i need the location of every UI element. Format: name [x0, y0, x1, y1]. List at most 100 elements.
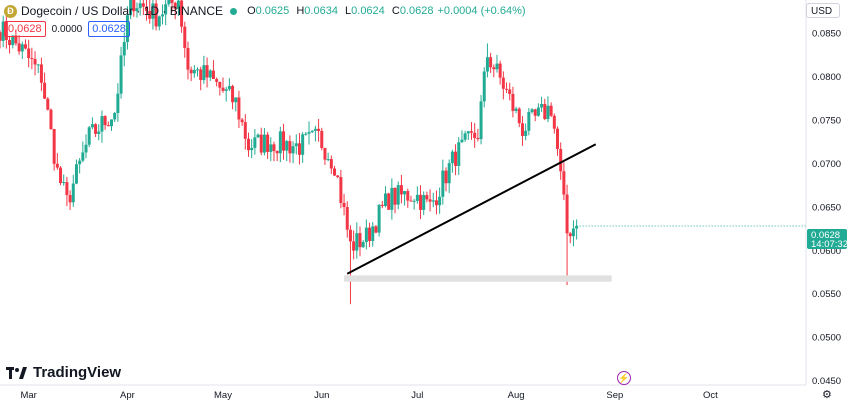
candle-body: [565, 194, 569, 234]
symbol-title[interactable]: Dogecoin / US Dollar · 1D · BINANCE: [21, 4, 224, 18]
candle: [237, 90, 241, 128]
candle: [352, 230, 356, 260]
candle-body: [71, 183, 75, 203]
gear-icon[interactable]: ⚙: [822, 389, 832, 401]
buy-price-button[interactable]: 0.0628: [88, 21, 130, 37]
price-axis[interactable]: 0.0850 0.0800 0.0750 0.0700 0.0650 0.0600 0.05…: [812, 29, 841, 388]
candle-body: [160, 14, 164, 17]
candle: [323, 147, 327, 165]
time-tick-label: Mar: [20, 390, 36, 401]
candle-body: [333, 168, 337, 176]
candle-body: [27, 48, 31, 59]
candle: [218, 81, 222, 96]
candle: [129, 0, 133, 20]
candle-body: [269, 144, 273, 152]
candle: [438, 187, 442, 214]
candle-body: [106, 125, 110, 127]
candle: [68, 190, 72, 210]
candle-body: [278, 131, 282, 154]
candle-body: [288, 141, 292, 154]
candle-body: [482, 71, 486, 102]
candle: [310, 130, 314, 134]
candle-body: [103, 116, 107, 126]
candle-body: [511, 93, 515, 111]
candle-body: [1, 21, 5, 41]
candle-body: [454, 151, 458, 166]
candle-body: [87, 127, 91, 145]
candle-body: [33, 58, 37, 65]
candle: [170, 0, 174, 12]
candle: [364, 219, 368, 250]
lightning-icon[interactable]: ⚡: [617, 371, 631, 385]
candle-body: [323, 147, 327, 160]
candle-body: [431, 200, 435, 202]
candle: [253, 129, 257, 155]
candle: [59, 166, 63, 186]
candle: [173, 1, 177, 20]
candle: [39, 57, 43, 91]
candle-body: [148, 11, 152, 19]
candle-body: [46, 98, 50, 110]
candle: [84, 134, 88, 159]
candle-body: [409, 200, 413, 202]
candle-body: [377, 204, 381, 233]
candle-body: [17, 43, 21, 52]
candle: [450, 149, 454, 173]
candle-body: [473, 132, 477, 139]
candle: [282, 123, 286, 160]
candle: [157, 15, 161, 31]
tradingview-logo[interactable]: TradingView: [6, 364, 121, 381]
candle-body: [39, 64, 43, 83]
candle-body: [355, 233, 359, 251]
price-tick-label: 0.0600: [812, 246, 841, 257]
last-price-tag: 0.0628 14:07:32: [807, 229, 848, 250]
candle-body: [119, 55, 123, 94]
candle: [262, 128, 266, 156]
price-tick-label: 0.0750: [812, 115, 841, 126]
price-tick-label: 0.0500: [812, 333, 841, 344]
candle-body: [272, 144, 276, 151]
candle: [428, 189, 432, 212]
candle-body: [97, 131, 101, 134]
candle-body: [199, 69, 203, 81]
candle-body: [8, 40, 12, 46]
candle-body: [256, 134, 260, 138]
candle-body: [208, 70, 212, 78]
candle: [489, 52, 493, 73]
candle: [183, 21, 187, 58]
candle: [508, 82, 512, 101]
candle-body: [294, 143, 298, 147]
sell-price-button[interactable]: 0.0628: [4, 21, 46, 37]
last-price-tag-countdown: 14:07:32: [811, 239, 848, 250]
candle: [103, 115, 107, 130]
candle: [463, 130, 467, 142]
candle: [243, 114, 247, 150]
candle: [132, 0, 136, 17]
candle: [256, 133, 260, 138]
candle-body: [43, 82, 47, 99]
candle: [313, 125, 317, 142]
candle: [234, 97, 238, 112]
candle-body: [250, 147, 254, 151]
candle: [329, 155, 333, 174]
candle-body: [266, 134, 270, 152]
candle: [571, 220, 575, 247]
candle-body: [62, 182, 66, 184]
candle: [524, 123, 528, 141]
candle-body: [262, 134, 266, 153]
candle: [434, 190, 438, 215]
candle: [431, 192, 435, 208]
candle-body: [419, 194, 423, 210]
candle-body: [489, 57, 493, 68]
candle: [527, 108, 531, 136]
time-tick-label: May: [214, 390, 232, 401]
candle: [479, 95, 483, 145]
candle: [301, 132, 305, 163]
time-axis[interactable]: Mar Apr May Jun Jul Aug Sep Oct: [20, 390, 718, 401]
candle: [485, 43, 489, 78]
candle: [412, 198, 416, 210]
currency-select[interactable]: USD: [806, 3, 840, 18]
candle: [202, 55, 206, 84]
candle: [546, 96, 550, 123]
